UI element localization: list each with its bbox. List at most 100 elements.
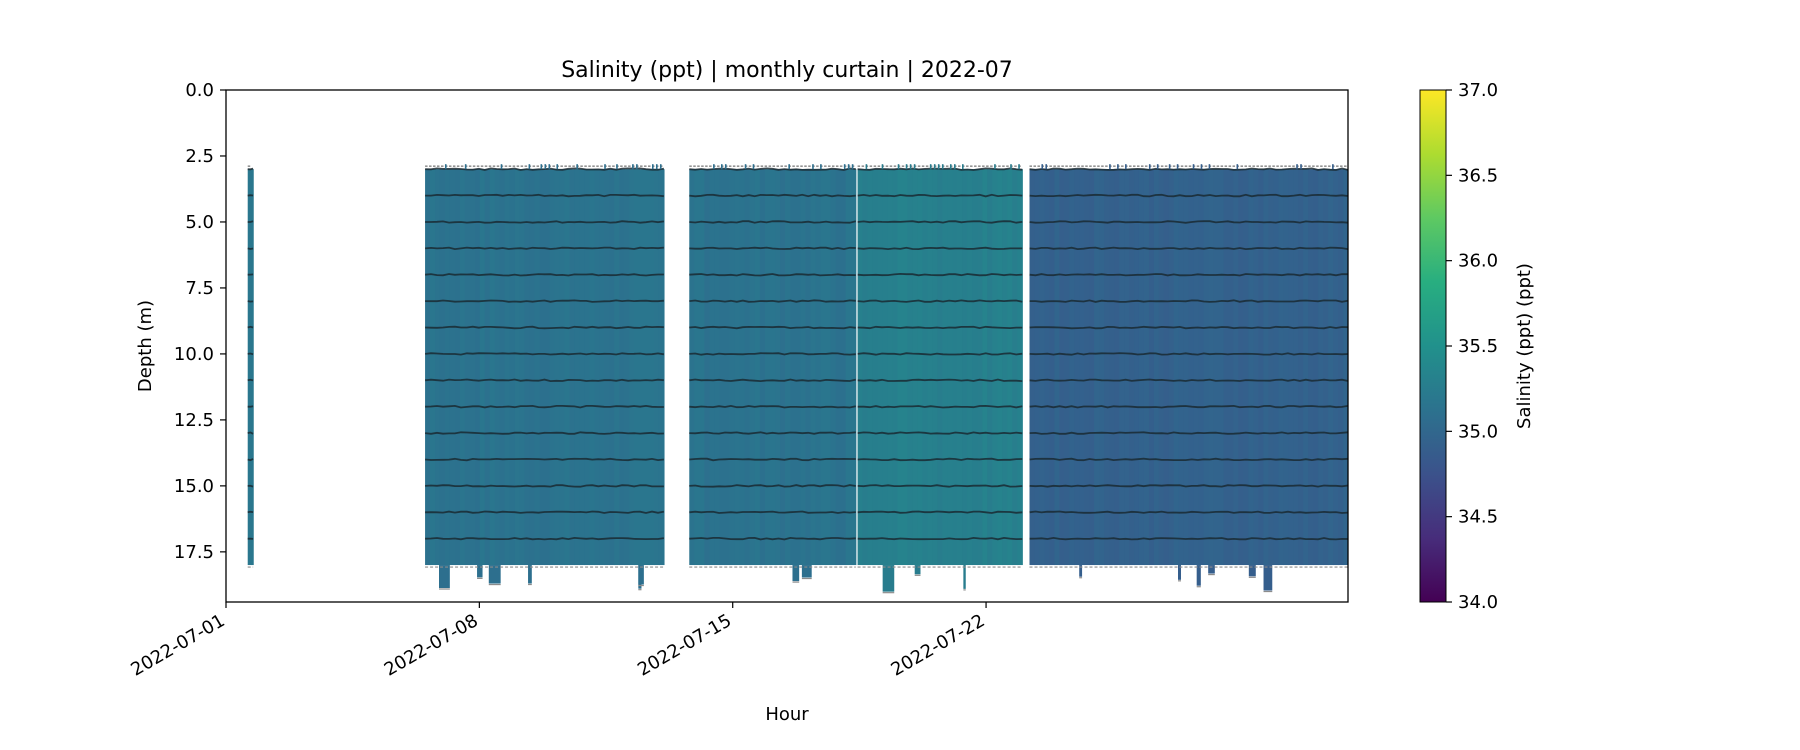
salinity-cell [449,169,456,566]
x-axis-label: Hour [765,704,809,725]
surface-spike [636,164,638,170]
surface-spike [616,164,618,170]
salinity-cell [877,169,884,566]
salinity-cell [1012,169,1018,566]
salinity-cell [902,169,909,566]
salinity-cell [1138,169,1145,566]
salinity-cell [484,169,491,566]
surface-spike [1117,164,1119,170]
surface-spike [1236,164,1239,170]
bottom-excursion [801,565,812,578]
salinity-cell [1293,169,1299,566]
bottom-excursion [477,565,483,578]
salinity-cell [1263,169,1269,566]
salinity-cell [840,169,847,566]
x-axis: 2022-07-01 2022-07-08 2022-07-15 2022-07-22 [127,602,989,681]
salinity-cell [649,169,655,566]
salinity-cell [825,169,832,566]
surface-spike [1332,164,1334,170]
bottom-excursion [528,565,532,584]
salinity-cell [815,169,822,566]
salinity-cell [1143,169,1150,566]
salinity-cell [1258,169,1264,566]
salinity-cell [425,169,431,566]
salinity-cell [1243,169,1250,566]
salinity-cell [882,169,889,566]
salinity-cell [887,169,894,566]
salinity-cell [1208,169,1215,566]
depth-level-line [1029,378,1348,382]
curtain-segment [857,164,1023,594]
surface-spike [933,164,936,170]
salinity-cell [800,169,806,566]
surface-spike [1296,164,1298,170]
surface-spike [724,164,727,170]
surface-spike [500,164,503,170]
depth-level-line [689,484,856,488]
salinity-cell [514,169,521,566]
salinity-cell [694,169,700,566]
surface-spike [1018,164,1020,170]
salinity-cell [912,169,919,566]
surface-spike [865,164,868,170]
y-tick-label: 15.0 [174,476,214,497]
salinity-cell [1129,169,1135,566]
depth-level-line [1029,193,1348,198]
colorbar-tick-label: 34.5 [1458,507,1498,528]
surface-spike [1045,164,1048,170]
salinity-cell [780,169,786,566]
salinity-cell [850,169,857,566]
depth-level-line [1029,299,1348,303]
curtain-segment [1029,164,1348,593]
depth-level-line [857,510,1023,514]
depth-level-line [247,352,254,356]
salinity-cell [759,169,766,566]
salinity-cell [1328,169,1334,566]
salinity-cell [977,169,983,566]
surface-spike [905,164,908,170]
salinity-cell [1278,169,1284,566]
depth-level-line [857,457,1023,462]
depth-level-line [1029,352,1348,356]
salinity-cell [1308,169,1314,566]
salinity-cell [749,169,756,566]
depth-level-line [689,352,856,356]
salinity-cell [917,169,924,566]
depth-level-line [247,325,254,329]
salinity-cell [1343,169,1348,566]
depth-level-line [857,404,1023,409]
depth-level-line [689,325,856,330]
depth-level-line [1029,325,1348,330]
salinity-cell [937,169,944,566]
salinity-cell [734,169,741,566]
bottom-excursion [488,565,501,584]
salinity-cell [1064,169,1070,566]
salinity-cell [1273,169,1279,566]
surface-spike [1192,164,1195,170]
salinity-cell [892,169,899,566]
plot-frame [225,89,1349,603]
salinity-cell [927,169,934,566]
salinity-cell [614,169,620,566]
salinity-cell [594,169,600,566]
salinity-cell [1193,169,1200,566]
salinity-cell [785,169,791,566]
depth-level-line [424,431,664,435]
surface-spike [881,164,884,170]
salinity-cell [519,169,526,566]
salinity-cell [454,169,461,566]
salinity-cell [1104,169,1110,566]
surface-spike [651,164,654,170]
salinity-cell [589,169,595,566]
y-axis-label: Depth (m) [135,300,156,392]
depth-level-line [425,220,665,224]
surface-spike [1109,164,1111,170]
salinity-cell [1283,169,1289,566]
y-axis: 0.0 2.5 5.0 7.5 10.0 12.5 15.0 17.5 [174,80,226,563]
salinity-cell [872,169,879,566]
depth-level-line [425,167,665,171]
salinity-cell [1188,169,1195,566]
salinity-cell [972,169,978,566]
surface-spike [843,164,846,170]
salinity-cell [1089,169,1095,566]
